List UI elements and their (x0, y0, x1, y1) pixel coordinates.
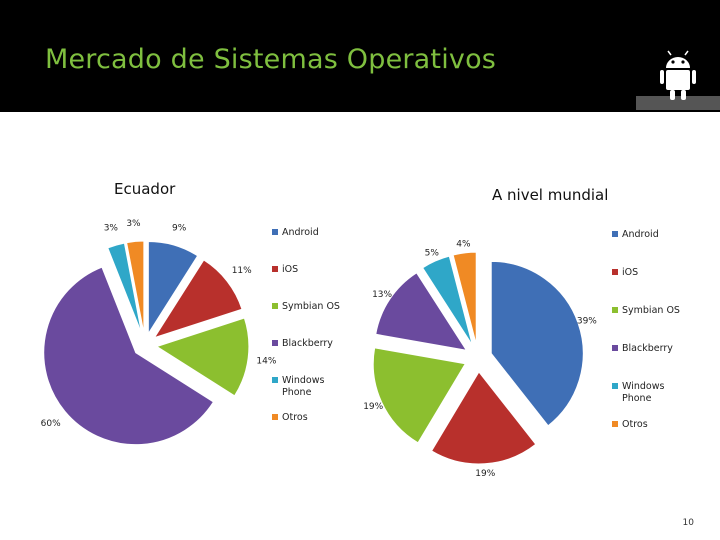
pie2-label-symbian-os: 19% (363, 402, 383, 412)
chart-title-ecuador: Ecuador (114, 180, 176, 198)
pie2-legend-blackberry: Blackberry (622, 343, 673, 354)
pie2-legend-swatch-symbian-os (612, 307, 618, 313)
pie1-legend-swatch-symbian-os (272, 303, 278, 309)
pie1-legend-swatch-android (272, 229, 278, 235)
pie1-legend-windows-phone: Windows Phone (282, 375, 324, 398)
pie2-slice-ios (430, 371, 537, 465)
pie2-legend-swatch-otros (612, 421, 618, 427)
pie1-legend-swatch-otros (272, 414, 278, 420)
pie2-label-android: 39% (577, 316, 597, 326)
pie1-legend-android: Android (282, 227, 319, 238)
pie2-slice-windows-phone (421, 255, 473, 346)
title-bar (0, 0, 720, 112)
pie2-slice-android (490, 260, 584, 427)
pie1-legend-swatch-ios (272, 266, 278, 272)
pie2-legend-swatch-blackberry (612, 345, 618, 351)
pie1-legend-ios: iOS (282, 264, 298, 275)
pie2-legend-swatch-android (612, 231, 618, 237)
pie1-slice-blackberry (43, 266, 215, 446)
pie2-legend-otros: Otros (622, 419, 648, 430)
pie2-label-blackberry: 13% (372, 290, 392, 300)
pie1-label-symbian-os: 14% (256, 356, 276, 366)
pie1-label-otros: 3% (126, 219, 141, 229)
pie1-label-windows-phone: 3% (104, 223, 119, 233)
chart-title-mundial: A nivel mundial (492, 186, 609, 204)
pie2-legend-ios: iOS (622, 267, 638, 278)
pie1-legend-swatch-windows-phone (272, 377, 278, 383)
pie2-slice-symbian-os (372, 347, 467, 444)
pie2-slice-otros (452, 251, 477, 345)
pie2-legend-windows-phone: Windows Phone (622, 381, 664, 404)
pie1-label-android: 9% (172, 223, 187, 233)
pie2-legend-android: Android (622, 229, 659, 240)
pie1-legend-blackberry: Blackberry (282, 338, 333, 349)
pie1-slice-android (147, 240, 199, 336)
pie1-label-ios: 11% (232, 266, 252, 276)
pie2-legend-swatch-ios (612, 269, 618, 275)
pie1-slice-windows-phone (107, 242, 143, 334)
pie1-legend-otros: Otros (282, 412, 308, 423)
pie2-slice-blackberry (375, 272, 468, 351)
pie1-label-blackberry: 60% (41, 419, 61, 429)
pie2-legend-swatch-windows-phone (612, 383, 618, 389)
android-robot-icon (636, 50, 720, 110)
pie2-legend-symbian-os: Symbian OS (622, 305, 680, 316)
pie2-label-otros: 4% (456, 240, 471, 250)
pie1-slice-ios (153, 259, 243, 339)
pie1-slice-otros (126, 240, 145, 334)
page-title: Mercado de Sistemas Operativos (45, 44, 497, 75)
pie2-label-ios: 19% (475, 469, 495, 479)
pie1-legend-symbian-os: Symbian OS (282, 301, 340, 312)
slide-number: 10 (682, 518, 694, 528)
pie2-label-windows-phone: 5% (425, 248, 440, 258)
pie1-legend-swatch-blackberry (272, 340, 278, 346)
pie1-slice-symbian-os (155, 317, 250, 397)
